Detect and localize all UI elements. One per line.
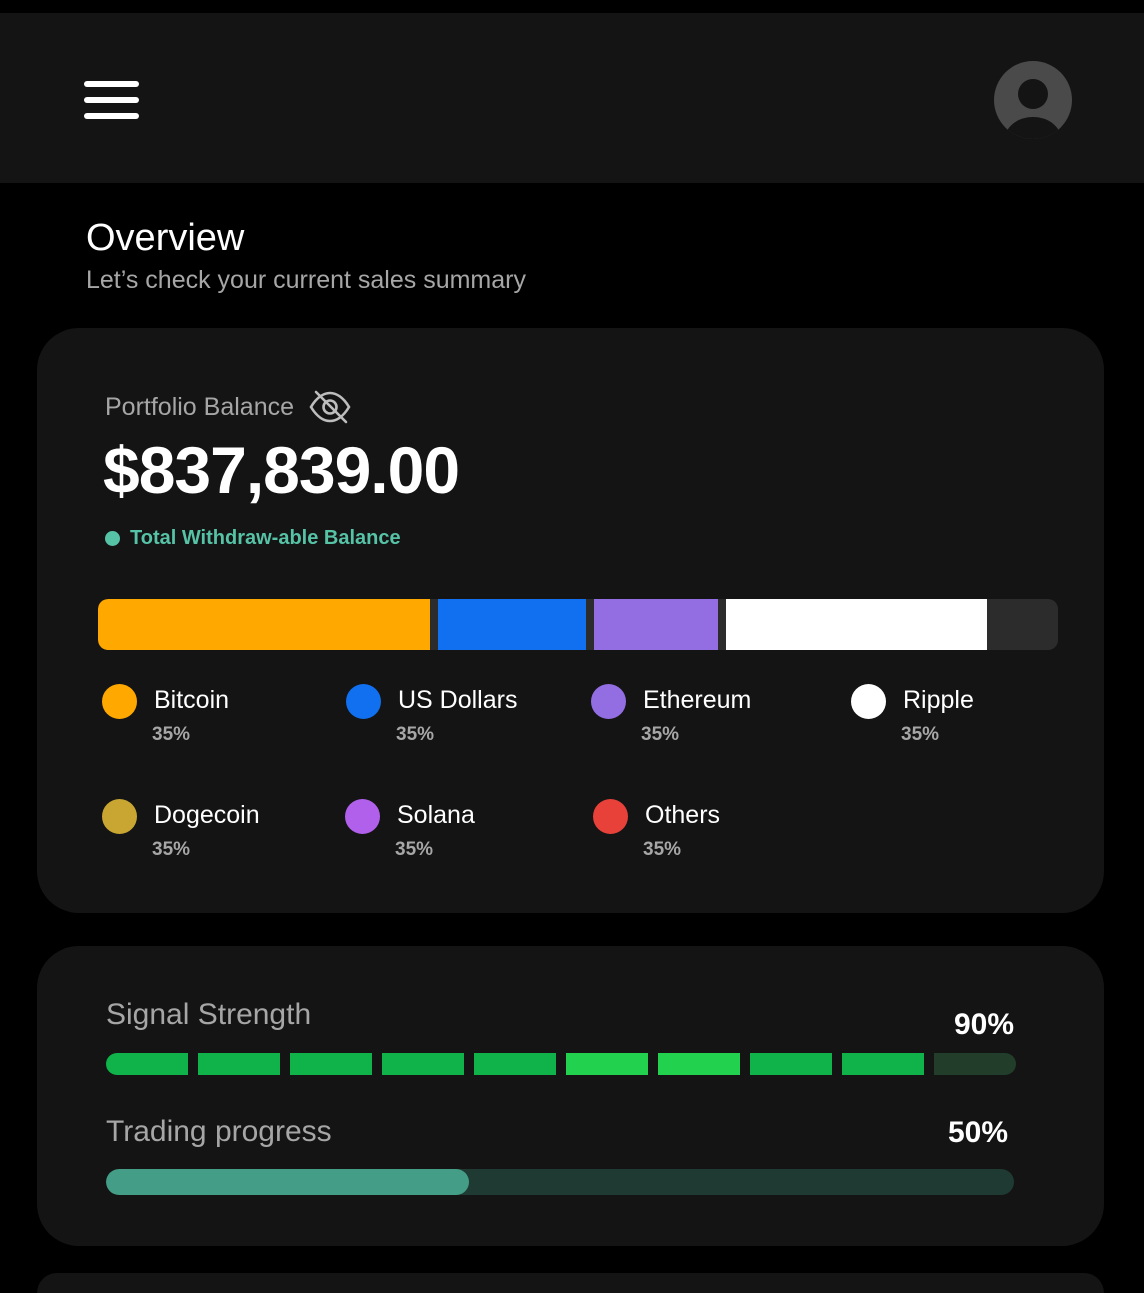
- signal-segment: [658, 1053, 740, 1075]
- legend-item-name: Bitcoin: [154, 686, 230, 714]
- hamburger-menu-icon[interactable]: [84, 81, 140, 121]
- page-subtitle: Let’s check your current sales summary: [86, 266, 526, 294]
- legend-dot-icon: [345, 799, 380, 834]
- signals-card: [37, 946, 1104, 1246]
- signal-segment: [290, 1053, 372, 1075]
- legend-item-percent: 35%: [396, 724, 435, 745]
- withdraw-balance-indicator[interactable]: Total Withdraw-able Balance: [105, 527, 401, 550]
- next-card-edge: [37, 1273, 1104, 1293]
- legend-item-percent: 35%: [152, 839, 191, 860]
- signal-segment: [474, 1053, 556, 1075]
- legend-dot-icon: [851, 684, 886, 719]
- eye-slash-icon[interactable]: [308, 390, 352, 424]
- portfolio-balance-amount: $837,839.00: [103, 433, 460, 507]
- signal-strength-value: 90%: [954, 1008, 1015, 1041]
- portfolio-balance-text: Portfolio Balance: [105, 392, 295, 421]
- signal-segment: [750, 1053, 832, 1075]
- allocation-bar: [98, 599, 1058, 650]
- overview-heading: Overview Let’s check your current sales …: [86, 216, 526, 295]
- allocation-segment-bitcoin[interactable]: [98, 599, 430, 650]
- signal-strength-bars: [106, 1053, 1018, 1075]
- legend-item-name: US Dollars: [398, 686, 518, 714]
- signal-segment: [934, 1053, 1016, 1075]
- user-avatar-icon[interactable]: [994, 61, 1072, 139]
- signal-segment: [198, 1053, 280, 1075]
- signal-segment: [842, 1053, 924, 1075]
- signal-strength-label: Signal Strength: [106, 998, 312, 1031]
- signal-segment: [566, 1053, 648, 1075]
- legend-item-percent: 35%: [152, 724, 191, 745]
- legend-item-percent: 35%: [643, 839, 682, 860]
- legend-dot-icon: [102, 684, 137, 719]
- legend-item-percent: 35%: [395, 839, 434, 860]
- legend-item-name: Others: [645, 801, 721, 829]
- legend-item-name: Dogecoin: [154, 801, 260, 829]
- legend-item-name: Ripple: [903, 686, 974, 714]
- legend-item-percent: 35%: [901, 724, 940, 745]
- trading-progress-value: 50%: [948, 1116, 1009, 1149]
- page-title: Overview: [86, 217, 245, 259]
- legend-item-percent: 35%: [641, 724, 680, 745]
- portfolio-balance-label: Portfolio Balance: [105, 390, 352, 424]
- allocation-segment-ripple[interactable]: [726, 599, 987, 650]
- top-bar: [0, 13, 1144, 183]
- trading-progress-label: Trading progress: [106, 1115, 332, 1148]
- signal-segment: [382, 1053, 464, 1075]
- withdraw-balance-label: Total Withdraw-able Balance: [130, 527, 401, 549]
- withdraw-dot-icon: [105, 531, 120, 546]
- signal-segment: [106, 1053, 188, 1075]
- legend-dot-icon: [102, 799, 137, 834]
- allocation-segment-us-dollars[interactable]: [438, 599, 586, 650]
- legend-item-name: Solana: [397, 801, 475, 829]
- legend-item-name: Ethereum: [643, 686, 752, 714]
- trading-progress-track: [106, 1169, 1014, 1195]
- trading-progress-fill: [106, 1169, 470, 1195]
- allocation-segment-ethereum[interactable]: [594, 599, 718, 650]
- legend-dot-icon: [591, 684, 626, 719]
- legend-dot-icon: [593, 799, 628, 834]
- legend-dot-icon: [346, 684, 381, 719]
